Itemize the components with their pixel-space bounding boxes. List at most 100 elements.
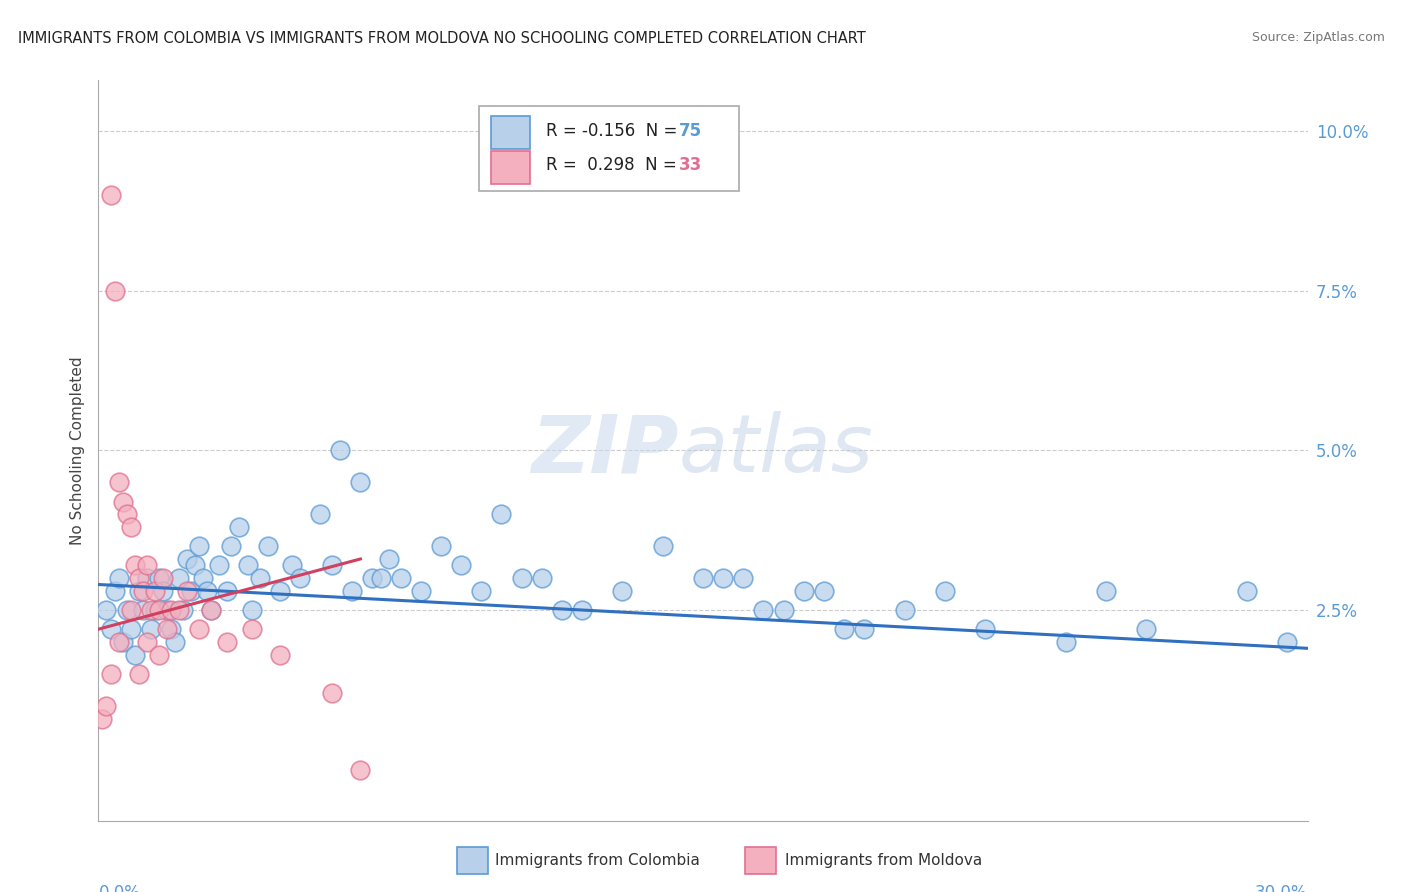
Point <box>217 635 239 649</box>
Point <box>342 583 364 598</box>
Point <box>128 583 150 598</box>
Text: R =  0.298  N =: R = 0.298 N = <box>546 156 682 175</box>
Text: 75: 75 <box>679 121 702 140</box>
Point <box>167 571 190 585</box>
Point <box>143 583 166 598</box>
Text: 30.0%: 30.0% <box>1256 885 1308 892</box>
Text: Source: ZipAtlas.com: Source: ZipAtlas.com <box>1251 31 1385 45</box>
Point <box>96 603 118 617</box>
Point <box>107 571 129 585</box>
Point <box>107 475 129 490</box>
Point <box>143 603 166 617</box>
Point <box>160 603 183 617</box>
Point <box>430 539 453 553</box>
Point <box>692 571 714 585</box>
Point <box>115 508 138 522</box>
Point <box>139 622 162 636</box>
Point <box>120 622 142 636</box>
Point <box>711 571 734 585</box>
Point <box>491 508 513 522</box>
FancyBboxPatch shape <box>492 116 530 149</box>
Point <box>103 284 125 298</box>
Point <box>240 622 263 636</box>
Point <box>124 558 146 573</box>
Point <box>148 603 170 617</box>
Point <box>269 648 291 662</box>
FancyBboxPatch shape <box>492 151 530 184</box>
Text: ZIP: ZIP <box>531 411 679 490</box>
Point <box>195 583 218 598</box>
Y-axis label: No Schooling Completed: No Schooling Completed <box>69 356 84 545</box>
Point <box>100 666 122 681</box>
Text: 0.0%: 0.0% <box>98 885 141 892</box>
Point <box>530 571 553 585</box>
Point <box>200 603 222 617</box>
Point <box>135 558 157 573</box>
Point <box>156 603 179 617</box>
Point <box>139 603 162 617</box>
Text: atlas: atlas <box>679 411 873 490</box>
Point <box>111 635 134 649</box>
Point <box>733 571 755 585</box>
Point <box>228 520 250 534</box>
Point <box>793 583 815 598</box>
Point <box>188 622 211 636</box>
Point <box>269 583 291 598</box>
Point <box>832 622 855 636</box>
Point <box>107 635 129 649</box>
Point <box>361 571 384 585</box>
Point <box>120 603 142 617</box>
Point <box>1054 635 1077 649</box>
Point <box>1236 583 1258 598</box>
Point <box>152 583 174 598</box>
Point <box>193 571 215 585</box>
Point <box>156 622 179 636</box>
Point <box>120 520 142 534</box>
Point <box>208 558 231 573</box>
Text: R = -0.156  N =: R = -0.156 N = <box>546 121 682 140</box>
Point <box>167 603 190 617</box>
Point <box>370 571 392 585</box>
Point <box>176 552 198 566</box>
Point <box>184 558 207 573</box>
Point <box>389 571 412 585</box>
Point <box>288 571 311 585</box>
Point <box>571 603 593 617</box>
Point <box>124 648 146 662</box>
Point <box>510 571 533 585</box>
Text: 33: 33 <box>679 156 702 175</box>
Point <box>188 539 211 553</box>
Point <box>249 571 271 585</box>
Point <box>221 539 243 553</box>
Point <box>135 571 157 585</box>
Point <box>1277 635 1299 649</box>
Point <box>217 583 239 598</box>
Point <box>160 622 183 636</box>
Point <box>551 603 574 617</box>
Point <box>1095 583 1118 598</box>
Point <box>377 552 399 566</box>
Point <box>281 558 304 573</box>
Point <box>409 583 432 598</box>
Point <box>132 583 155 598</box>
Point <box>128 666 150 681</box>
Point <box>180 583 202 598</box>
Point <box>163 635 186 649</box>
Point <box>1135 622 1157 636</box>
Point <box>103 583 125 598</box>
Point <box>934 583 956 598</box>
Text: IMMIGRANTS FROM COLOMBIA VS IMMIGRANTS FROM MOLDOVA NO SCHOOLING COMPLETED CORRE: IMMIGRANTS FROM COLOMBIA VS IMMIGRANTS F… <box>18 31 866 46</box>
Point <box>100 622 122 636</box>
Point <box>148 648 170 662</box>
Point <box>470 583 492 598</box>
Point <box>853 622 876 636</box>
Point <box>148 571 170 585</box>
Text: Immigrants from Moldova: Immigrants from Moldova <box>785 854 981 868</box>
Point <box>115 603 138 617</box>
Point <box>349 763 371 777</box>
Point <box>321 686 343 700</box>
Point <box>91 712 114 726</box>
Point <box>128 571 150 585</box>
Point <box>96 698 118 713</box>
Point <box>772 603 794 617</box>
